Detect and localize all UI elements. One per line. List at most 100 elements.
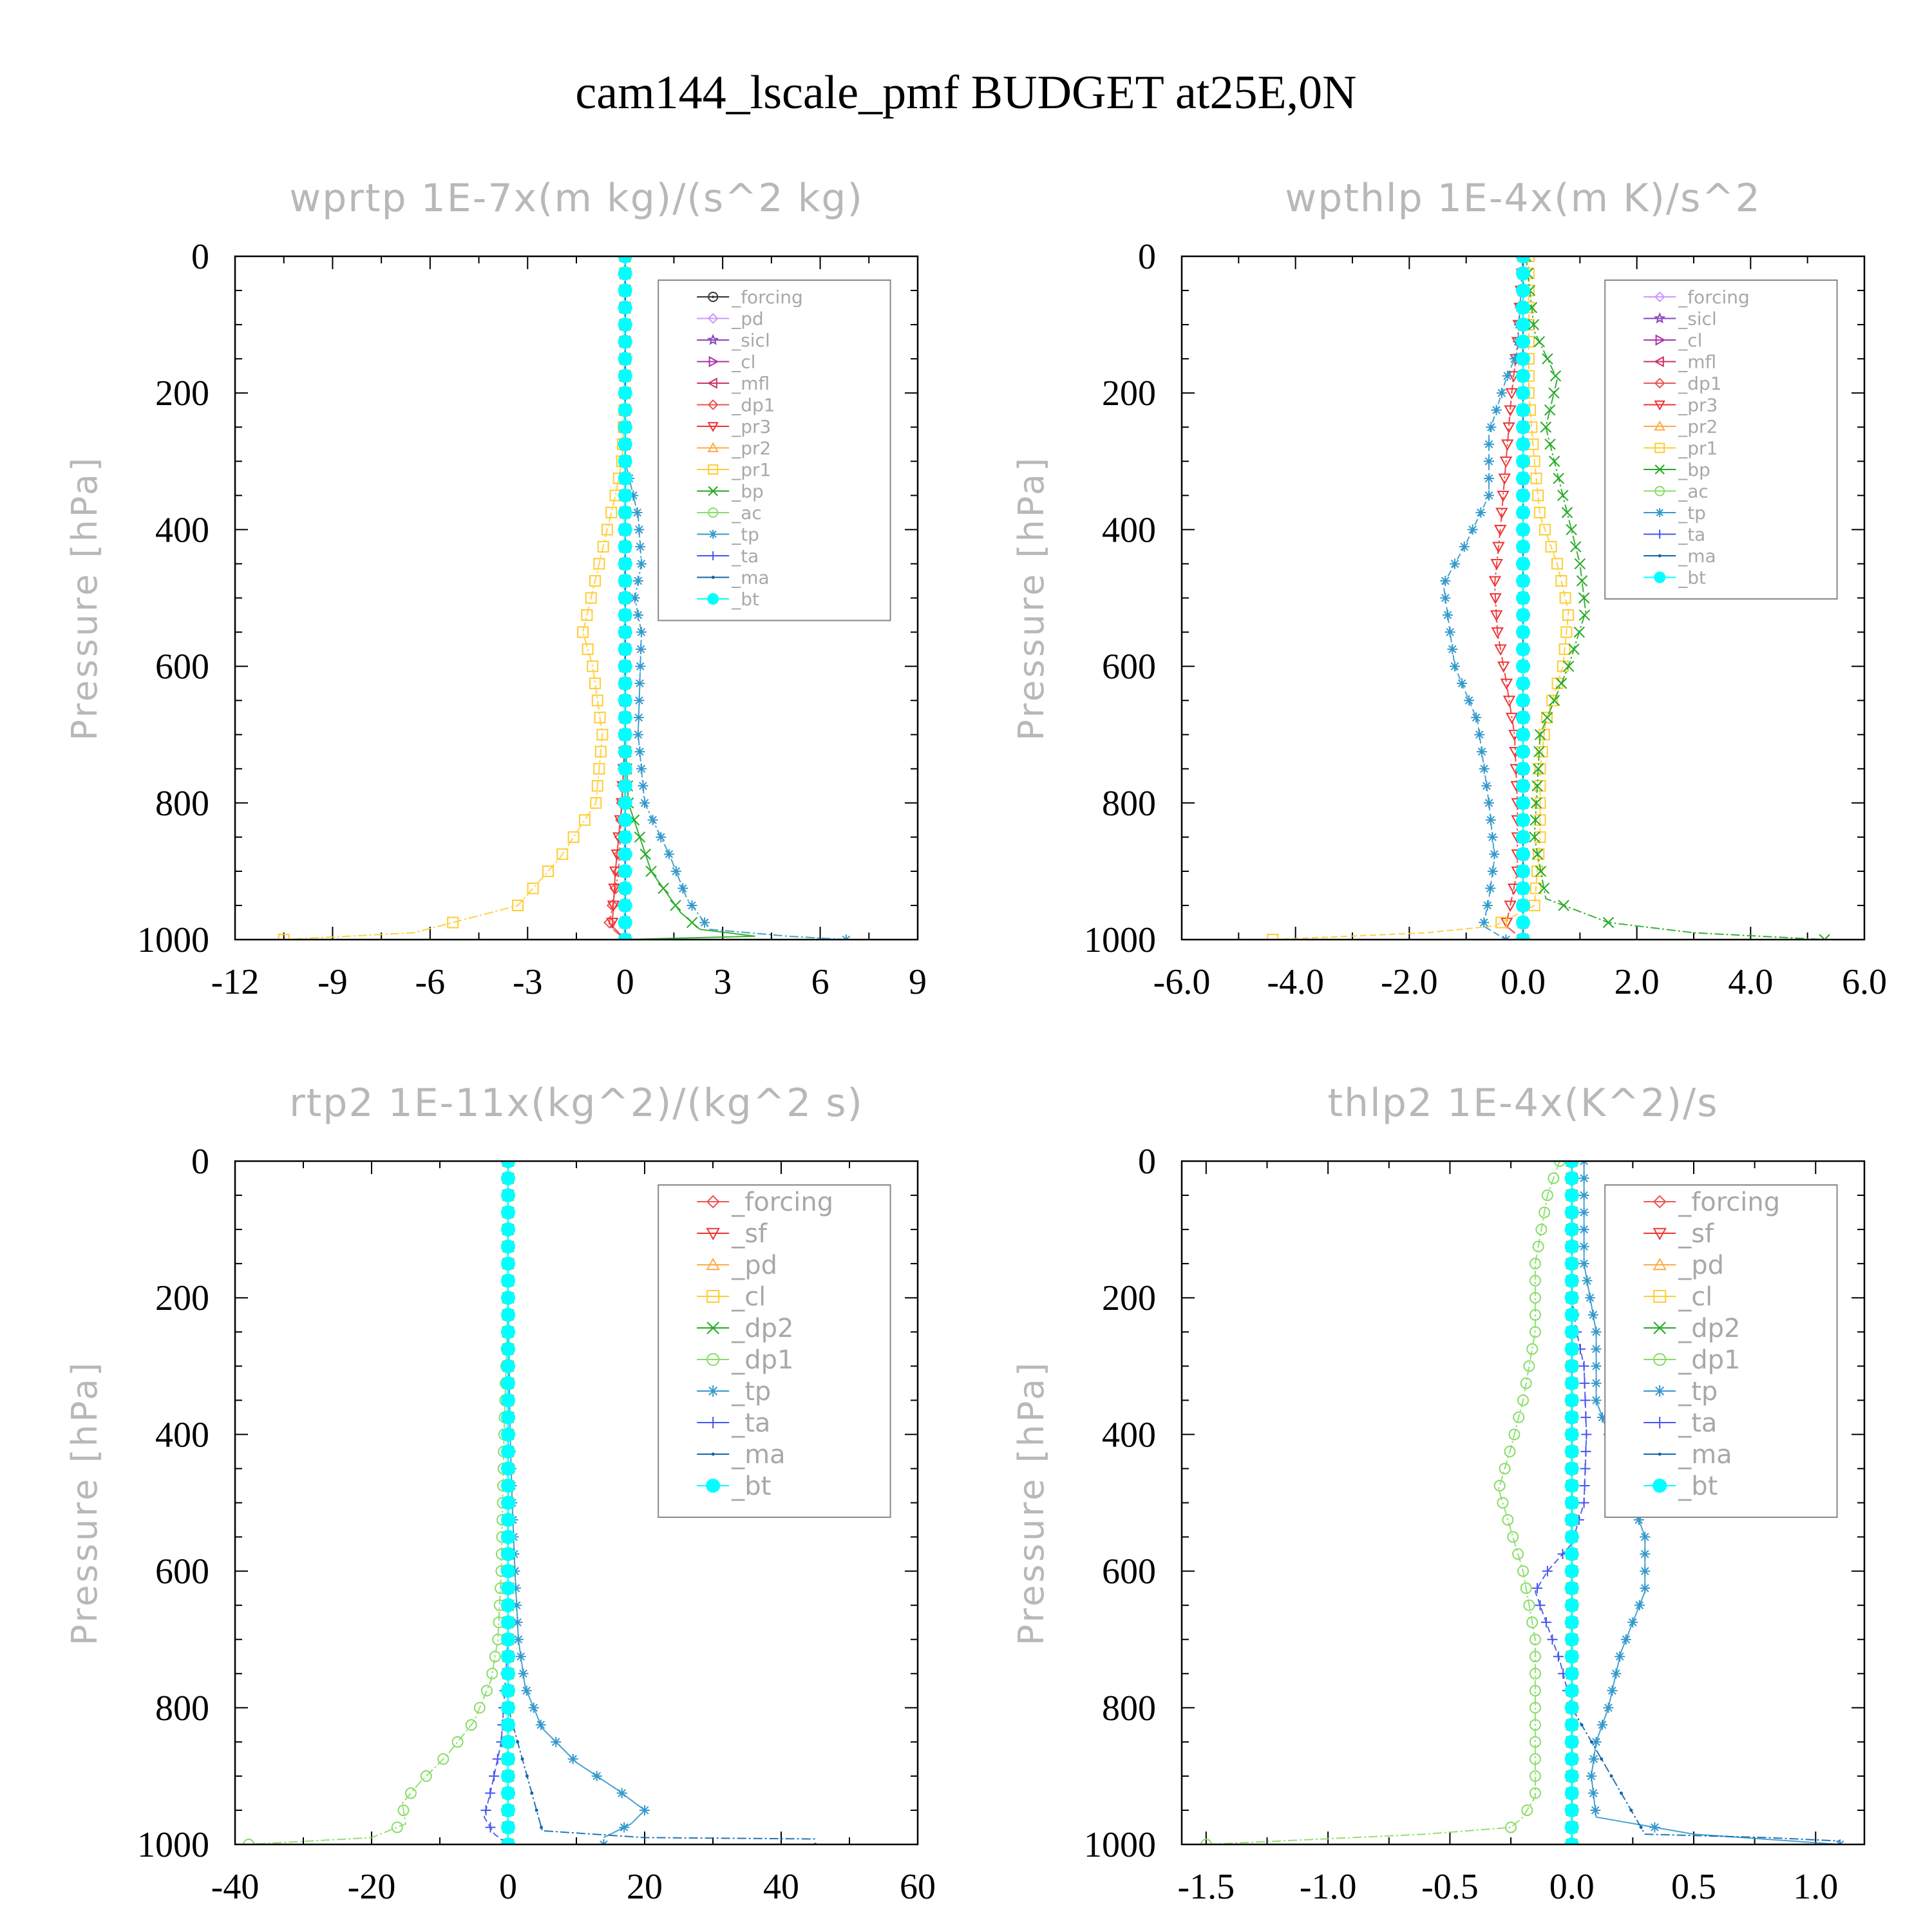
series-pr1: [278, 256, 631, 940]
legend-label: _ac: [1678, 480, 1709, 502]
x-tick-label: 20: [627, 1867, 663, 1907]
legend-label: _pr1: [1678, 437, 1718, 459]
legend-item: _cl: [697, 351, 755, 372]
legend-item: _ma: [697, 567, 770, 588]
legend-label: _forcing: [731, 1188, 833, 1217]
legend-item: _bp: [697, 480, 764, 502]
legend-label: _cl: [1678, 1282, 1712, 1312]
plot-area: [1200, 1161, 1846, 1844]
series-line: [624, 256, 847, 940]
legend-item: _cl: [1643, 1282, 1712, 1312]
x-tick-label: -3: [513, 962, 543, 1002]
legend-item: _pd: [697, 1251, 777, 1280]
series-bt: [501, 1161, 515, 1844]
y-tick-label: 1000: [137, 920, 209, 960]
legend-item: _forcing: [1643, 1188, 1780, 1217]
legend-item: _ta: [1643, 1408, 1717, 1438]
panel-title: wprtp 1E-7x(m kg)/(s^2 kg): [289, 176, 864, 221]
legend-item: _pr2: [697, 437, 771, 459]
x-tick-label: 0.0: [1501, 962, 1546, 1002]
x-tick-label: -2.0: [1381, 962, 1438, 1002]
legend-item: _tp: [697, 524, 759, 545]
series-line: [1525, 256, 1825, 940]
series-line: [507, 1161, 646, 1839]
series-tp: [1440, 256, 1528, 940]
y-tick-label: 200: [155, 374, 209, 413]
y-tick-label: 400: [155, 1415, 209, 1455]
legend-box: [1604, 1184, 1838, 1518]
legend-label: _mfl: [731, 373, 770, 394]
y-tick-label: 200: [155, 1278, 209, 1318]
legend-label: _pr1: [731, 459, 771, 480]
plot-frame: [234, 1160, 919, 1846]
legend-item: _ta: [697, 1408, 770, 1438]
legend-item: _dp2: [697, 1314, 793, 1343]
legend-item: _mfl: [697, 373, 770, 394]
y-tick-label: 600: [155, 647, 209, 687]
x-tick-label: 6.0: [1842, 962, 1887, 1002]
legend-label: _ta: [1678, 1408, 1717, 1438]
legend-label: _ma: [731, 1440, 785, 1470]
legend-item: _pr3: [1643, 394, 1718, 415]
legend-item: _pd: [1643, 1251, 1724, 1280]
legend: _forcing_sf_pd_cl_dp2_dp1_tp_ta_ma_bt: [658, 1184, 891, 1518]
legend-label: _tp: [1678, 502, 1706, 524]
x-tick-label: 9: [909, 962, 927, 1002]
y-axis-label: Pressure [hPa]: [1011, 455, 1052, 741]
x-tick-label: 60: [900, 1867, 936, 1907]
y-axis-label: Pressure [hPa]: [64, 455, 105, 741]
plot-area: [243, 1161, 817, 1844]
y-tick-label: 800: [1102, 1689, 1156, 1728]
legend-label: _sicl: [1678, 308, 1717, 329]
y-tick-label: 600: [155, 1552, 209, 1592]
legend: _forcing_pd_sicl_cl_mfl_dp1_pr3_pr2_pr1_…: [658, 279, 891, 621]
series-dp1: [243, 1161, 514, 1844]
panel-title: rtp2 1E-11x(kg^2)/(kg^2 s): [289, 1081, 864, 1126]
y-tick-label: 400: [1102, 510, 1156, 550]
legend-item: _dp1: [697, 1345, 793, 1375]
legend-item: _ta: [697, 545, 759, 567]
legend-item: _cl: [1643, 330, 1702, 351]
panel-3: rtp2 1E-11x(kg^2)/(kg^2 s) Pressure [hPa]…: [64, 1081, 936, 1907]
legend-item: _dp1: [1643, 1345, 1740, 1375]
legend-label: _ac: [731, 502, 762, 524]
legend-label: _tp: [731, 1377, 771, 1406]
y-tick-label: 0: [191, 237, 209, 277]
legend-item: _dp1: [697, 394, 775, 415]
legend-label: _ma: [731, 567, 769, 588]
panel-2: wpthlp 1E-4x(m K)/s^2 Pressure [hPa] 0 200 4…: [1011, 176, 1887, 1002]
x-tick-label: 0: [616, 962, 634, 1002]
legend-label: _forcing: [1678, 1188, 1780, 1217]
legend: _forcing_sicl_cl_mfl_dp1_pr3_pr2_pr1_bp_…: [1604, 279, 1838, 600]
legend-label: _pr2: [731, 437, 771, 459]
legend-item: _bp: [1643, 459, 1710, 480]
y-tick-label: 1000: [1084, 1825, 1156, 1865]
y-tick-label: 400: [155, 510, 209, 550]
y-tick-label: 800: [155, 784, 209, 824]
x-tick-label: -6.0: [1153, 962, 1211, 1002]
legend-label: _ta: [731, 545, 759, 567]
panels: wprtp 1E-7x(m kg)/(s^2 kg) Pressure [hPa]…: [64, 176, 1887, 1907]
legend-item: _tp: [1643, 502, 1706, 524]
plot-frame: [234, 255, 919, 941]
legend-item: _sf: [1643, 1219, 1714, 1249]
legend: _forcing_sf_pd_cl_dp2_dp1_tp_ta_ma_bt: [1604, 1184, 1838, 1518]
y-tick-label: 0: [191, 1142, 209, 1182]
y-tick-label: 600: [1102, 1552, 1156, 1592]
x-tick-label: -4.0: [1267, 962, 1324, 1002]
panel-title: thlp2 1E-4x(K^2)/s: [1327, 1081, 1718, 1126]
legend-label: _pd: [1678, 1251, 1724, 1280]
legend-label: _tp: [1678, 1377, 1718, 1406]
x-tick-label: -0.5: [1421, 1867, 1479, 1907]
legend-item: _pr1: [697, 459, 771, 480]
y-tick-label: 200: [1102, 1278, 1156, 1318]
legend-label: _cl: [731, 1282, 766, 1312]
x-tick-label: -12: [211, 962, 260, 1002]
y-axis-label: Pressure [hPa]: [1011, 1360, 1052, 1645]
x-tick-label: 0.5: [1671, 1867, 1716, 1907]
legend-label: _cl: [1678, 330, 1702, 351]
legend-item: _pd: [697, 308, 764, 329]
legend-label: _mfl: [1678, 351, 1716, 372]
y-axis-label: Pressure [hPa]: [64, 1360, 105, 1645]
legend-item: _dp2: [1643, 1314, 1740, 1343]
